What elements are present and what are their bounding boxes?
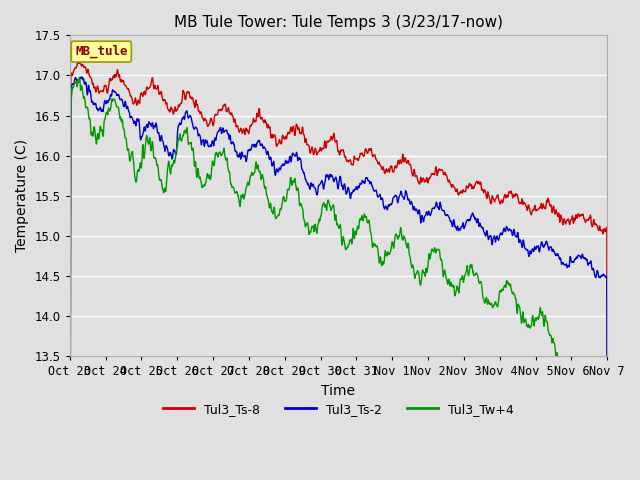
X-axis label: Time: Time <box>321 384 355 398</box>
Text: MB_tule: MB_tule <box>75 45 127 58</box>
Y-axis label: Temperature (C): Temperature (C) <box>15 139 29 252</box>
Legend: Tul3_Ts-8, Tul3_Ts-2, Tul3_Tw+4: Tul3_Ts-8, Tul3_Ts-2, Tul3_Tw+4 <box>158 398 519 420</box>
Title: MB Tule Tower: Tule Temps 3 (3/23/17-now): MB Tule Tower: Tule Temps 3 (3/23/17-now… <box>174 15 503 30</box>
